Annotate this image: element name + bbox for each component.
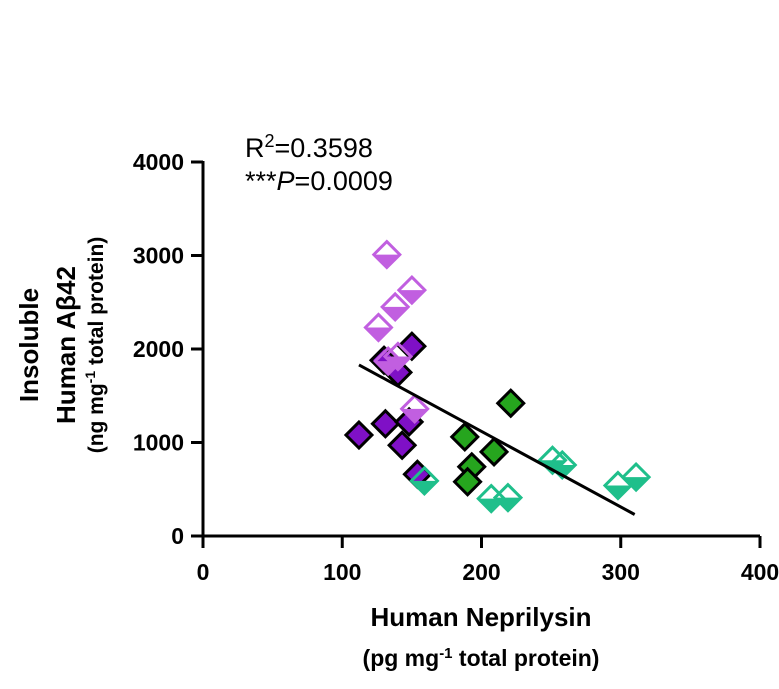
- y-axis-title-line3-group: (ng mg-1 total protein): [82, 237, 108, 454]
- x-unit-part2: total protein): [453, 645, 600, 671]
- r-squared-annotation: R2=0.3598: [245, 131, 373, 163]
- y-axis-title-line2-group: Human Aβ42: [51, 266, 81, 424]
- r2-superscript: 2: [265, 131, 275, 151]
- y-axis-title: Insoluble: [14, 288, 44, 402]
- y-tick-label: 4000: [133, 149, 184, 175]
- data-point: [363, 312, 394, 343]
- x-tick-label: 200: [462, 559, 500, 585]
- y-unit-part1: (ng mg: [85, 383, 108, 453]
- data-point: [409, 465, 440, 496]
- y-unit-part2: total protein): [85, 237, 108, 371]
- data-point: [492, 482, 524, 513]
- x-axis-title-line1: Human Neprilysin: [370, 602, 591, 632]
- y-ticks: 0 1000 2000 3000 4000: [133, 149, 203, 549]
- p-letter: P: [277, 166, 295, 196]
- data-point: [478, 436, 510, 467]
- data-point: [449, 421, 480, 453]
- data-point: [495, 388, 526, 419]
- r2-value: =0.3598: [275, 133, 373, 163]
- data-point: [343, 419, 375, 451]
- data-point: [547, 449, 578, 481]
- y-tick-label: 0: [171, 523, 184, 549]
- x-tick-label: 300: [602, 559, 640, 585]
- data-point: [620, 461, 652, 493]
- y-unit-exponent: -1: [82, 371, 98, 384]
- y-axis-title-line2: Human Aβ42: [51, 266, 81, 424]
- data-point: [396, 274, 427, 306]
- x-tick-label: 100: [323, 559, 361, 585]
- data-point: [371, 239, 402, 270]
- data-points: [343, 239, 652, 514]
- regression-line: [358, 363, 636, 516]
- data-point: [370, 408, 401, 439]
- y-tick-label: 2000: [133, 336, 184, 362]
- r2-prefix: R: [245, 133, 265, 163]
- data-point: [602, 470, 634, 501]
- x-unit-exponent: -1: [439, 645, 452, 662]
- x-axis-title-line2: (pg mg-1 total protein): [363, 645, 600, 672]
- axes: 0 100 200 300 400 0 1000 2000 3000 4000: [133, 149, 779, 585]
- data-point: [452, 466, 483, 497]
- p-stars: ***: [245, 166, 277, 196]
- data-point: [399, 393, 430, 424]
- y-tick-label: 3000: [133, 243, 184, 269]
- data-point: [380, 291, 411, 323]
- y-tick-label: 1000: [133, 430, 184, 456]
- y-axis-title-line1: Insoluble: [14, 288, 44, 402]
- p-value-annotation: ***P=0.0009: [245, 166, 393, 196]
- x-unit-part1: (pg mg: [363, 645, 440, 671]
- p-value: =0.0009: [295, 166, 393, 196]
- x-ticks: 0 100 200 300 400: [197, 536, 779, 585]
- x-tick-label: 0: [197, 559, 210, 585]
- data-point: [382, 341, 414, 372]
- data-point: [387, 430, 418, 461]
- x-tick-label: 400: [741, 559, 779, 585]
- y-axis-title-line3: (ng mg-1 total protein): [82, 237, 108, 454]
